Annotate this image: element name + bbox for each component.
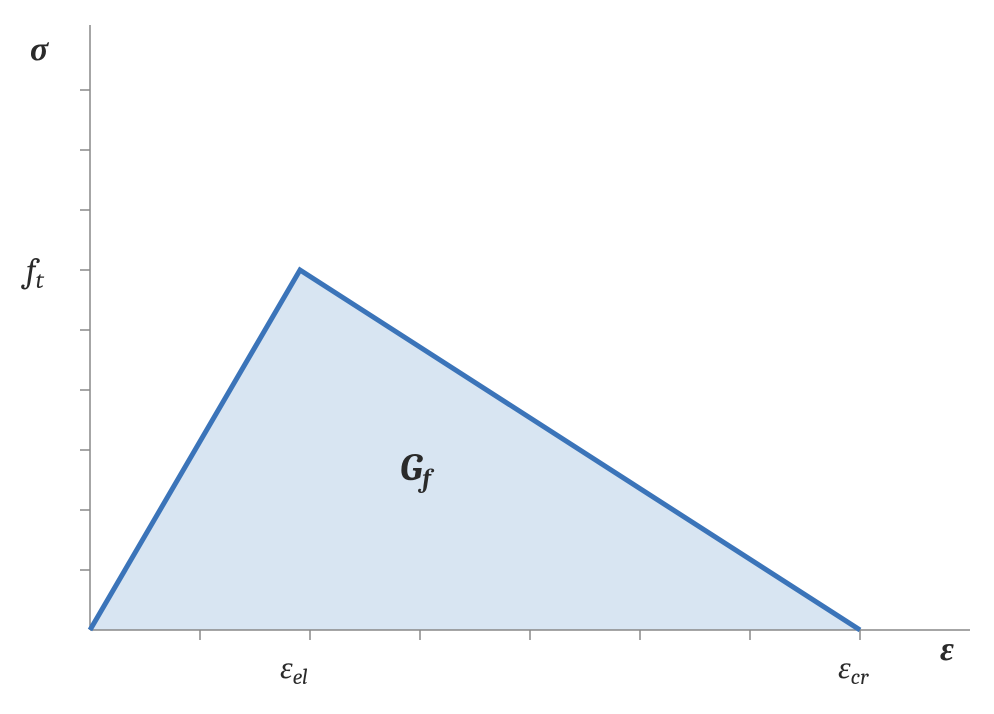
epsilon-axis-label: ε: [940, 629, 954, 669]
stress-strain-chart: σεftεelεcrGf: [0, 0, 994, 714]
sigma-axis-label: σ: [30, 29, 50, 69]
